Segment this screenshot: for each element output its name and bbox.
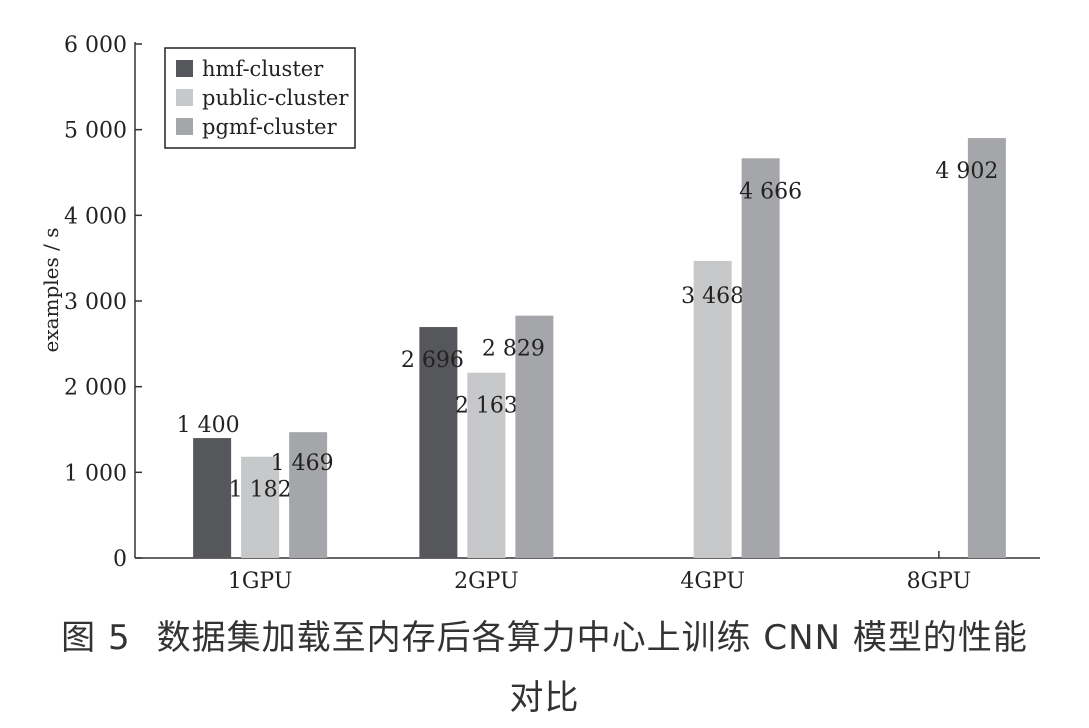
data-label: 3 468: [681, 284, 744, 309]
figure-caption-continued: 对比: [0, 670, 1089, 719]
y-tick-label: 6 000: [64, 33, 127, 58]
data-label: 4 666: [739, 179, 802, 204]
data-label: 1 182: [229, 478, 292, 503]
y-tick-label: 4 000: [64, 204, 127, 229]
legend-swatch: [176, 118, 193, 135]
bar: [967, 138, 1006, 558]
y-tick-label: 3 000: [64, 290, 127, 315]
legend-label: public-cluster: [202, 86, 349, 110]
bar-chart: 0 1 000 2 000 3 000 4 000 5 000 6 000 1GPU 1 400…: [39, 33, 1040, 594]
data-label: 2 829: [482, 337, 545, 362]
y-tick-label: 1 000: [64, 461, 127, 486]
x-tick-label: 2GPU: [454, 569, 519, 594]
figure-caption: 图 5 数据集加载至内存后各算力中心上训练 CNN 模型的性能: [0, 610, 1089, 659]
legend-swatch: [176, 60, 193, 77]
bar: [241, 456, 280, 558]
data-label: 2 163: [455, 394, 518, 419]
figure-number: 图 5: [61, 618, 131, 658]
bar: [467, 372, 506, 558]
x-tick-label: 4GPU: [680, 569, 745, 594]
data-label: 1 469: [271, 451, 334, 476]
y-axis-label: examples / s: [39, 227, 63, 352]
bar: [693, 260, 732, 558]
caption-text-line1: 数据集加载至内存后各算力中心上训练 CNN 模型的性能: [156, 618, 1028, 658]
caption-text-line2: 对比: [509, 678, 580, 718]
legend-label: pgmf-cluster: [202, 115, 338, 139]
data-label: 4 902: [935, 159, 998, 184]
x-tick-label: 8GPU: [907, 569, 972, 594]
bar: [193, 438, 232, 558]
y-tick-label: 2 000: [64, 376, 127, 401]
legend-box: [164, 47, 356, 149]
legend-swatch: [176, 89, 193, 106]
x-tick-label: 1GPU: [228, 569, 293, 594]
data-label: 2 696: [401, 348, 464, 373]
y-tick-label: 5 000: [64, 119, 127, 144]
bar: [289, 432, 328, 558]
data-label: 1 400: [177, 413, 240, 438]
y-tick-label: 0: [113, 547, 127, 572]
legend-label: hmf-cluster: [202, 57, 324, 81]
bar: [515, 315, 554, 558]
bar: [741, 158, 780, 558]
bar: [419, 327, 458, 558]
